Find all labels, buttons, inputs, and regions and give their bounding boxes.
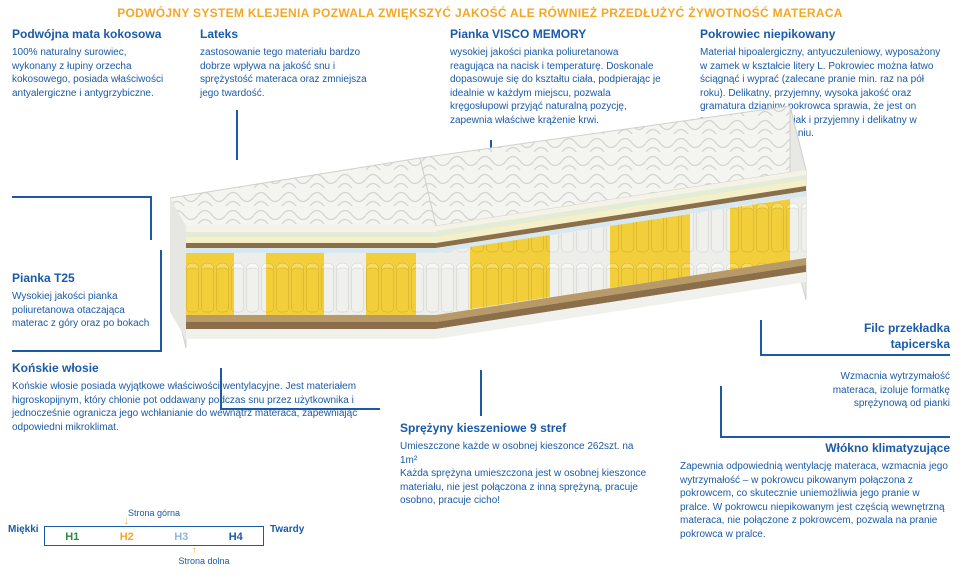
block-kokos: Podwójna mata kokosowa 100% naturalny su… [12,26,167,100]
t25-text: Wysokiej jakości pianka poliuretanowa ot… [12,290,162,331]
block-konskie: Końskie włosie Końskie włosie posiada wy… [12,360,382,434]
filc-heading: Filc przekładka tapicerska [810,320,950,352]
callout-line [480,370,482,416]
visco-heading: Pianka VISCO MEMORY [450,26,665,42]
hardness-left-label: Miękki [8,524,39,535]
callout-line [220,408,380,410]
wlokno-text: Zapewnia odpowiednią wentylację materaca… [680,460,950,541]
hardness-cell: H4 [209,527,264,545]
callout-line [720,436,950,438]
page-title: PODWÓJNY SYSTEM KLEJENIA POZWALA ZWIĘKSZ… [0,6,960,20]
block-t25: Pianka T25 Wysokiej jakości pianka poliu… [12,270,162,331]
callout-line [160,250,162,350]
kokos-text: 100% naturalny surowiec, wykonany z łupi… [12,46,167,100]
block-filc: Filc przekładka tapicerska Wzmacnia wytr… [810,320,950,411]
hardness-cell: H3 [154,527,209,545]
callout-line [150,196,152,240]
hardness-cell: H1 [45,527,100,545]
block-sprezyny: Sprężyny kieszeniowe 9 stref Umieszczone… [400,420,650,508]
wlokno-heading: Włókno klimatyzujące [680,440,950,456]
hardness-scale: Strona górna ↓ Miękki H1 H2 H3 H4 Twardy… [14,508,304,566]
block-wlokno: Włókno klimatyzujące Zapewnia odpowiedni… [680,440,950,541]
sprezyny-text: Umieszczone każde w osobnej kieszonce 26… [400,440,650,508]
hardness-bottom-label: Strona dolna [124,556,284,566]
hardness-bar: H1 H2 H3 H4 [44,526,264,546]
t25-heading: Pianka T25 [12,270,162,286]
callout-line [12,350,162,352]
konskie-heading: Końskie włosie [12,360,382,376]
mattress-diagram [170,80,810,360]
kokos-heading: Podwójna mata kokosowa [12,26,167,42]
callout-line [720,386,722,436]
filc-text: Wzmacnia wytrzymałość materaca, izoluje … [810,370,950,411]
hardness-cell: H2 [100,527,155,545]
hardness-right-label: Twardy [270,524,304,535]
callout-line [220,368,222,408]
sprezyny-heading: Sprężyny kieszeniowe 9 stref [400,420,650,436]
lateks-heading: Lateks [200,26,370,42]
callout-line [12,196,152,198]
pokrowiec-heading: Pokrowiec niepikowany [700,26,950,42]
